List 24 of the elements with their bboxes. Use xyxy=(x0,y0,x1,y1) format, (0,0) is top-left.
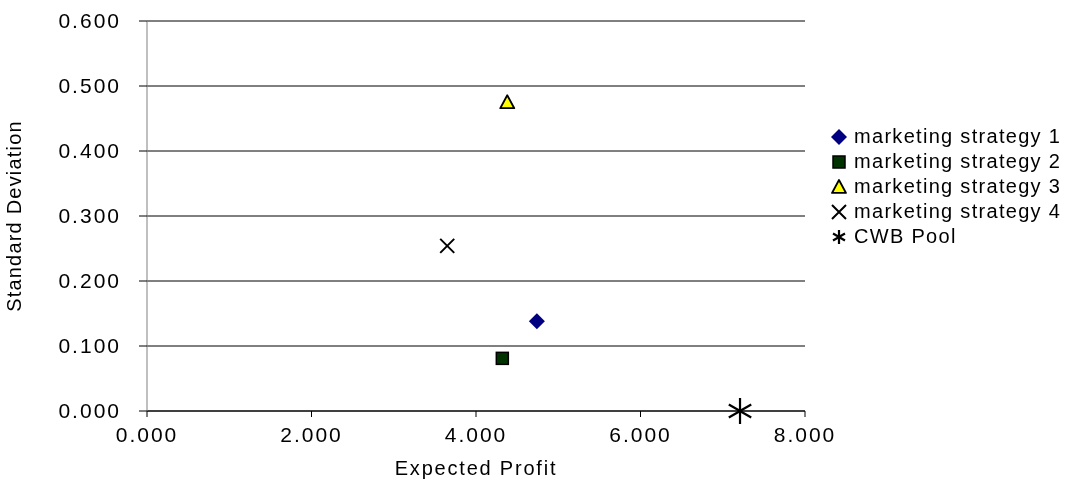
x-tick-label: 4.000 xyxy=(444,422,508,446)
x-tick-label: 2.000 xyxy=(280,422,343,446)
y-tick-label: 0.400 xyxy=(58,139,121,163)
point xyxy=(728,398,752,424)
x-tick-label: 0.000 xyxy=(115,422,179,446)
y-tick-label: 0.500 xyxy=(58,74,121,98)
x-axis-title: Expected Profit xyxy=(394,457,558,479)
y-tick-label: 0.300 xyxy=(58,204,121,228)
legend-label: CWB Pool xyxy=(854,225,957,248)
legend-label: marketing strategy 1 xyxy=(854,125,1062,148)
y-tick-label: 0.100 xyxy=(58,334,121,358)
legend-label: marketing strategy 2 xyxy=(854,150,1062,173)
y-tick-label: 0.000 xyxy=(58,399,121,423)
x-tick-label: 8.000 xyxy=(773,422,837,446)
x-tick-label: 6.000 xyxy=(609,422,672,446)
y-axis-title: Standard Deviation xyxy=(3,120,26,312)
legend-label: marketing strategy 3 xyxy=(854,175,1062,198)
point xyxy=(439,237,456,254)
y-tick-label: 0.200 xyxy=(58,269,121,293)
legend-label: marketing strategy 4 xyxy=(854,200,1062,223)
point xyxy=(499,94,516,110)
point xyxy=(495,351,510,366)
point xyxy=(528,313,545,330)
y-tick-label: 0.600 xyxy=(58,9,121,33)
